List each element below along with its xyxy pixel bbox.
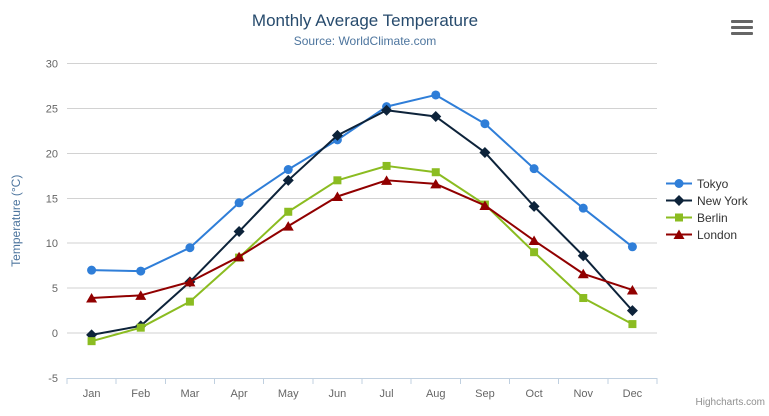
x-axis-tick-label: Nov	[573, 388, 593, 400]
x-axis-tick-label: Feb	[131, 388, 150, 400]
point-new-york-nov[interactable]: New York · Nov: 8.6 °C	[577, 250, 589, 262]
point-new-york-apr[interactable]: New York · Apr: 11.3 °C	[233, 226, 245, 238]
y-axis-tick-label: -5	[48, 373, 58, 385]
point-new-york-may[interactable]: New York · May: 17 °C	[282, 174, 294, 186]
x-axis-tick-label: Jul	[380, 388, 394, 400]
point-london-jan[interactable]: London · Jan: 3.9 °C	[86, 293, 98, 303]
y-axis-tick-label: 25	[46, 103, 58, 115]
series-line-new-york	[90, 109, 634, 336]
point-berlin-may[interactable]: Berlin · May: 13.5 °C	[284, 207, 293, 216]
legend-label: New York	[697, 193, 748, 208]
legend-label: Tokyo	[697, 176, 729, 191]
x-axis-tick-label: Apr	[231, 388, 248, 400]
highcharts-credit-link[interactable]: Highcharts.com	[695, 397, 765, 408]
point-tokyo-aug[interactable]: Tokyo · Aug: 26.5 °C	[431, 90, 441, 100]
legend: Tokyo New York Berlin London	[666, 175, 748, 243]
x-axis-tick-label: Aug	[426, 388, 446, 400]
export-menu-button[interactable]	[727, 14, 757, 40]
point-new-york-jun[interactable]: New York · Jun: 22 °C	[331, 129, 343, 141]
series-london: London · Jan: 3.9 °C London · Feb: 4.2 °C…	[86, 175, 638, 303]
point-berlin-mar[interactable]: Berlin · Mar: 3.5 °C	[185, 297, 194, 306]
x-axis-tick-label: May	[278, 388, 299, 400]
point-london-mar[interactable]: London · Mar: 5.7 °C	[184, 276, 196, 287]
y-axis-tick-label: 30	[46, 59, 58, 71]
x-axis-tick-label: Jan	[83, 388, 101, 400]
x-axis-tick-label: Jun	[329, 388, 347, 400]
series-line-london	[90, 179, 634, 300]
point-london-dec[interactable]: London · Dec: 4.8 °C	[626, 284, 638, 295]
square-marker-icon	[666, 213, 692, 222]
y-axis-title: Temperature (°C)	[9, 175, 23, 267]
series-line-berlin	[90, 164, 634, 343]
x-axis-tick-label: Dec	[623, 388, 643, 400]
point-berlin-jan[interactable]: Berlin · Jan: -0.9 °C	[87, 337, 96, 346]
point-new-york-aug[interactable]: New York · Aug: 24.1 °C	[430, 111, 442, 123]
point-tokyo-may[interactable]: Tokyo · May: 18.2 °C	[283, 165, 293, 175]
point-berlin-jun[interactable]: Berlin · Jun: 17 °C	[333, 176, 342, 185]
point-london-jul[interactable]: London · Jul: 17 °C	[381, 175, 393, 185]
point-london-sep[interactable]: London · Sep: 14.2 °C	[479, 200, 491, 210]
point-tokyo-nov[interactable]: Tokyo · Nov: 13.9 °C	[578, 203, 588, 213]
x-axis-tick-label: Oct	[526, 388, 543, 400]
point-tokyo-sep[interactable]: Tokyo · Sep: 23.3 °C	[480, 119, 490, 129]
y-axis-tick-label: 20	[46, 148, 58, 160]
point-new-york-dec[interactable]: New York · Dec: 2.5 °C	[626, 305, 638, 317]
point-tokyo-jan[interactable]: Tokyo · Jan: 7 °C	[87, 265, 97, 275]
triangle-marker-icon	[666, 229, 692, 239]
series-new-york: New York · Jan: -0.2 °CNew York · Feb: 0…	[86, 104, 638, 341]
point-new-york-oct[interactable]: New York · Oct: 14.1 °C	[528, 200, 540, 212]
y-axis-tick-label: 15	[46, 193, 58, 205]
legend-item-tokyo[interactable]: Tokyo	[666, 175, 748, 192]
point-tokyo-oct[interactable]: Tokyo · Oct: 18.3 °C	[529, 164, 539, 174]
point-berlin-nov[interactable]: Berlin · Nov: 3.9 °C	[579, 294, 588, 303]
point-tokyo-dec[interactable]: Tokyo · Dec: 9.6 °C	[627, 242, 637, 252]
point-london-aug[interactable]: London · Aug: 16.6 °C	[430, 178, 442, 189]
x-axis-tick-label: Mar	[180, 388, 199, 400]
legend-label: London	[697, 227, 738, 242]
point-berlin-feb[interactable]: Berlin · Feb: 0.6 °C	[136, 323, 145, 332]
point-tokyo-mar[interactable]: Tokyo · Mar: 9.5 °C	[185, 243, 195, 253]
legend-marker-new-york	[673, 195, 685, 206]
point-london-nov[interactable]: London · Nov: 6.6 °C	[577, 268, 589, 279]
legend-item-new-york[interactable]: New York	[666, 192, 748, 209]
point-berlin-jul[interactable]: Berlin · Jul: 18.6 °C	[382, 161, 391, 170]
point-berlin-dec[interactable]: Berlin · Dec: 1 °C	[628, 320, 637, 329]
hamburger-menu-icon	[731, 19, 753, 35]
point-new-york-sep[interactable]: New York · Sep: 20.1 °C	[479, 146, 491, 158]
point-london-oct[interactable]: London · Oct: 10.3 °C	[528, 235, 540, 246]
point-london-jun[interactable]: London · Jun: 15.2 °C	[331, 191, 343, 201]
chart-subtitle: Source: WorldClimate.com	[293, 34, 437, 48]
point-berlin-aug[interactable]: Berlin · Aug: 17.9 °C	[431, 168, 440, 177]
point-london-feb[interactable]: London · Feb: 4.2 °C	[135, 290, 147, 300]
legend-item-london[interactable]: London	[666, 226, 748, 243]
point-new-york-jul[interactable]: New York · Jul: 24.8 °C	[381, 104, 393, 116]
diamond-marker-icon	[666, 195, 692, 206]
series-tokyo: Tokyo · Jan: 7 °C Tokyo · Feb: 6.9 °C Toky…	[87, 90, 637, 276]
point-tokyo-feb[interactable]: Tokyo · Feb: 6.9 °C	[136, 266, 146, 276]
point-berlin-oct[interactable]: Berlin · Oct: 9 °C	[530, 248, 539, 257]
x-axis-tick-label: Sep	[475, 388, 495, 400]
point-london-apr[interactable]: London · Apr: 8.5 °C	[233, 251, 245, 262]
circle-marker-icon	[666, 179, 692, 188]
y-axis-tick-label: 0	[52, 328, 58, 340]
point-tokyo-apr[interactable]: Tokyo · Apr: 14.5 °C	[234, 198, 244, 208]
chart-title: Monthly Average Temperature	[251, 11, 479, 30]
y-axis-tick-label: 10	[46, 238, 58, 250]
legend-marker-london	[673, 229, 685, 239]
legend-marker-berlin	[675, 213, 683, 222]
legend-item-berlin[interactable]: Berlin	[666, 209, 748, 226]
legend-marker-tokyo	[674, 179, 684, 188]
point-london-may[interactable]: London · May: 11.9 °C	[282, 221, 294, 231]
series-berlin: Berlin · Jan: -0.9 °C Berlin · Feb: 0.6 °…	[87, 161, 637, 346]
legend-label: Berlin	[697, 210, 728, 225]
series-line-tokyo	[90, 93, 634, 273]
y-axis-tick-label: 5	[52, 283, 58, 295]
